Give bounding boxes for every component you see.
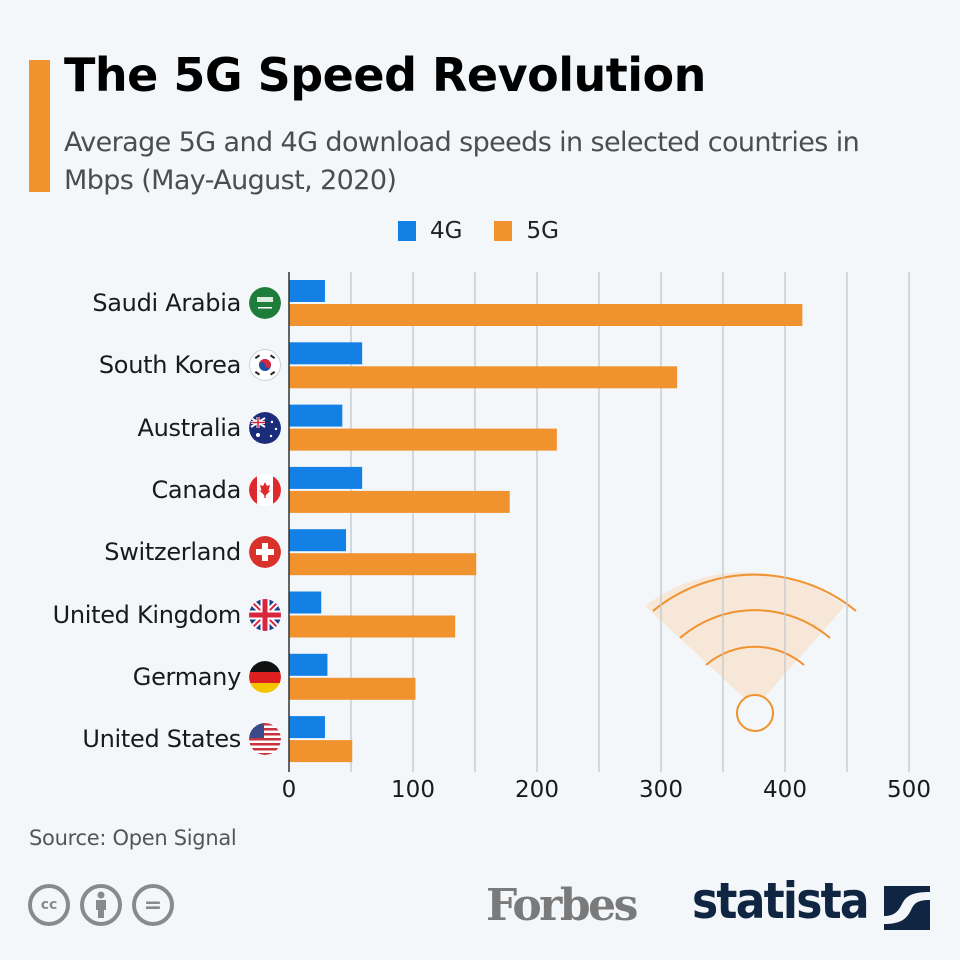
wifi-icon	[645, 572, 857, 732]
country-label: United States	[82, 725, 241, 754]
bar-south-korea-4g	[289, 342, 363, 365]
bar-saudi-arabia-5g	[289, 304, 803, 326]
forbes-logo: Forbes	[486, 880, 638, 931]
x-tick-label-200: 200	[515, 777, 559, 803]
x-tick-label-100: 100	[391, 777, 435, 803]
wifi-arc-middle	[679, 609, 831, 639]
bar-group-saudi-arabia	[289, 280, 803, 326]
saudi-arabia-flag-icon	[249, 287, 281, 319]
canada-flag-icon	[249, 473, 281, 506]
license-icons: cc =	[28, 884, 184, 926]
chart-subtitle: Average 5G and 4G download speeds in sel…	[64, 127, 860, 196]
wifi-dot	[736, 694, 774, 732]
bar-canada-5g	[289, 490, 510, 513]
x-tick-label-500: 500	[887, 777, 931, 803]
country-label: South Korea	[98, 351, 241, 380]
country-row-canada: Canada	[151, 473, 281, 506]
country-label: Canada	[151, 475, 241, 504]
cc-icon[interactable]: cc	[28, 884, 70, 926]
switzerland-flag-icon	[249, 536, 281, 569]
source-note: Source: Open Signal	[29, 826, 237, 850]
country-label: Switzerland	[104, 538, 241, 567]
country-row-germany: Germany	[132, 660, 281, 693]
bar-group-canada	[289, 466, 510, 513]
bar-group-united-kingdom	[289, 591, 456, 638]
bar-switzerland-4g	[289, 529, 347, 552]
bar-group-germany	[289, 653, 416, 700]
legend-item-5g: 5G	[494, 218, 559, 244]
wifi-arc-outer	[652, 573, 857, 612]
country-row-switzerland: Switzerland	[104, 536, 281, 569]
bar-group-united-states	[289, 716, 353, 763]
country-row-south-korea: South Korea	[98, 349, 281, 382]
bar-saudi-arabia-4g	[289, 280, 325, 302]
bar-group-south-korea	[289, 342, 678, 389]
united-states-flag-icon	[249, 723, 281, 756]
wifi-fan-background	[645, 572, 845, 708]
bar-germany-4g	[289, 653, 328, 676]
bar-group-switzerland	[289, 529, 477, 576]
country-label: United Kingdom	[52, 600, 242, 629]
statista-logo-icon	[884, 886, 930, 930]
australia-flag-icon	[249, 411, 281, 444]
bar-united-kingdom-4g	[289, 591, 322, 614]
bar-group-australia	[289, 404, 557, 451]
country-row-australia: Australia	[137, 411, 281, 444]
bars	[289, 280, 803, 763]
legend-swatch-4g	[398, 221, 416, 241]
country-row-united-states: United States	[82, 723, 281, 756]
legend-swatch-5g	[494, 221, 513, 241]
country-label: Germany	[132, 662, 242, 691]
bar-australia-4g	[289, 404, 343, 427]
wifi-arc-inner	[705, 645, 805, 666]
bar-south-korea-5g	[289, 366, 678, 389]
south-korea-flag-icon	[249, 349, 281, 382]
legend-label-5g: 5G	[526, 218, 559, 244]
nd-icon-text: =	[143, 892, 163, 918]
bar-germany-5g	[289, 677, 416, 700]
x-tick-label-0: 0	[282, 777, 297, 803]
person-glyph	[96, 891, 106, 918]
cc-icon-text: cc	[40, 897, 58, 913]
bar-united-states-4g	[289, 716, 325, 739]
country-label: Saudi Arabia	[92, 289, 241, 317]
country-label: Australia	[137, 413, 242, 442]
statista-logo-text: statista	[692, 872, 870, 930]
bar-switzerland-5g	[289, 553, 477, 576]
legend-item-4g: 4G	[398, 218, 462, 244]
no-derivatives-icon[interactable]: =	[132, 884, 174, 926]
gridlines	[350, 272, 910, 772]
legend-label-4g: 4G	[430, 218, 463, 244]
bar-australia-5g	[289, 428, 557, 451]
legend: 4G 5G	[398, 218, 591, 244]
country-row-united-kingdom: United Kingdom	[52, 598, 281, 631]
united-kingdom-flag-icon	[249, 598, 281, 631]
chart-title: The 5G Speed Revolution	[64, 48, 706, 102]
x-axis-ticks: 0 100 200 300 400 500	[282, 777, 931, 803]
x-tick-label-400: 400	[763, 777, 807, 803]
x-tick-label-300: 300	[639, 777, 683, 803]
bar-united-states-5g	[289, 740, 353, 763]
title-accent-bar	[29, 60, 50, 192]
bar-canada-4g	[289, 466, 363, 489]
attribution-icon[interactable]	[80, 884, 122, 926]
bar-united-kingdom-5g	[289, 615, 456, 638]
country-row-saudi-arabia: Saudi Arabia	[92, 287, 281, 319]
germany-flag-icon	[249, 660, 281, 693]
